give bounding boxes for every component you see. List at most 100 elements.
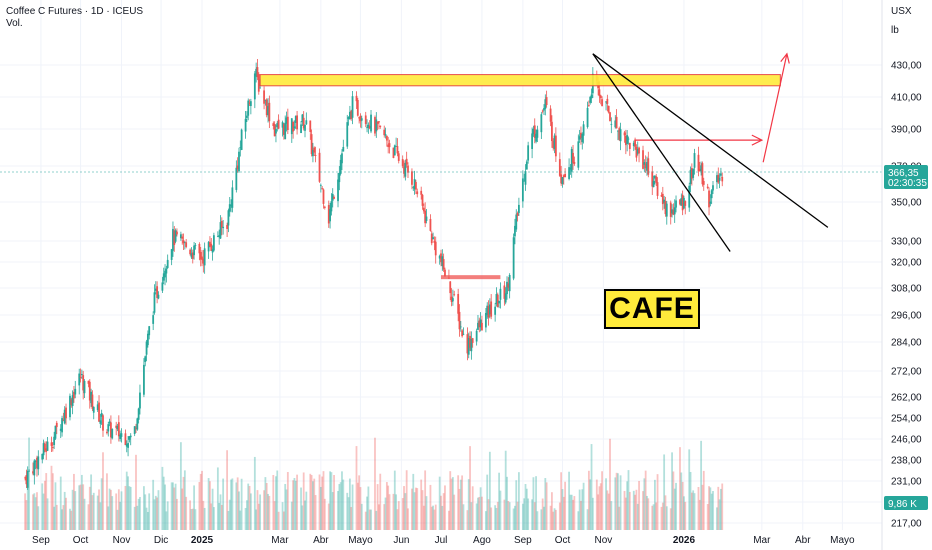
volume-bar xyxy=(201,470,203,530)
candle-body xyxy=(635,146,638,158)
volume-bar xyxy=(25,500,28,530)
candle-body xyxy=(459,326,462,328)
volume-bar xyxy=(401,498,404,530)
volume-bar xyxy=(392,493,395,530)
candle-body xyxy=(644,163,647,169)
candle-body xyxy=(331,193,334,201)
volume-bar xyxy=(395,494,398,530)
candle-body xyxy=(413,179,416,190)
volume-bar xyxy=(135,454,137,530)
candle-body xyxy=(507,283,510,288)
candle-body xyxy=(36,457,38,469)
volume-bar xyxy=(116,509,119,530)
volume-bar xyxy=(329,471,331,530)
candle-body xyxy=(42,443,45,456)
candle-body xyxy=(672,209,675,215)
candle-body xyxy=(62,419,65,421)
candle-body xyxy=(681,194,684,211)
currency-label[interactable]: USX xyxy=(891,6,912,17)
volume-bar xyxy=(545,482,548,530)
candle-body xyxy=(652,181,655,188)
candle-body xyxy=(238,151,240,172)
candle-body xyxy=(568,167,570,179)
candle-body xyxy=(107,424,110,432)
candle-body xyxy=(120,433,123,437)
candle-body xyxy=(401,159,404,167)
candle-body xyxy=(236,165,239,170)
candle-body xyxy=(636,148,639,154)
candle-body xyxy=(403,166,405,174)
volume-bar xyxy=(484,511,487,530)
candle-body xyxy=(683,197,685,209)
volume-bar xyxy=(267,493,269,530)
volume-bar xyxy=(413,492,416,530)
volume-bar xyxy=(350,507,353,530)
volume-bar xyxy=(671,452,673,530)
volume-bar xyxy=(405,470,408,530)
candle-body xyxy=(490,301,493,317)
candle-body xyxy=(457,294,460,314)
candle-body xyxy=(718,177,721,181)
volume-bar xyxy=(128,486,131,530)
candle-body xyxy=(257,74,260,92)
candle-body xyxy=(661,193,664,205)
volume-bar xyxy=(403,486,405,530)
volume-bar xyxy=(37,506,40,530)
price-tick-label: 410,00 xyxy=(891,93,922,104)
volume-bar xyxy=(359,487,362,530)
candle-body xyxy=(720,173,722,176)
candle-body xyxy=(458,311,461,330)
volume-bar xyxy=(43,480,46,530)
unit-label[interactable]: lb xyxy=(891,25,899,36)
volume-bar xyxy=(388,494,391,530)
candle-body xyxy=(358,117,361,119)
volume-bar xyxy=(360,503,363,530)
volume-bar xyxy=(348,478,351,530)
volume-bar xyxy=(100,478,103,530)
candle-body xyxy=(74,388,77,395)
volume-bar xyxy=(185,496,188,530)
volume-bar xyxy=(259,494,262,530)
last-price-value: 366,35 xyxy=(888,168,919,179)
volume-bar xyxy=(669,508,672,530)
volume-bar xyxy=(440,495,442,530)
volume-bar xyxy=(477,497,479,530)
candle-body xyxy=(309,120,312,132)
volume-bar xyxy=(466,510,469,530)
volume-bar xyxy=(265,482,268,530)
candle-body xyxy=(239,147,242,149)
volume-bar xyxy=(191,508,194,530)
volume-bar xyxy=(321,476,324,530)
candle-body xyxy=(88,381,91,401)
candle-body xyxy=(486,305,489,316)
candle-body xyxy=(359,115,362,122)
candle-body xyxy=(647,158,650,175)
candle-body xyxy=(314,155,317,156)
volume-bar xyxy=(78,485,81,530)
volume-bar xyxy=(487,499,490,530)
volume-bar xyxy=(235,482,238,530)
candle-body xyxy=(487,306,490,318)
volume-bar xyxy=(198,482,201,530)
volume-bar xyxy=(591,497,594,530)
candle-body xyxy=(523,180,526,182)
last-price-badge-bg xyxy=(884,165,928,189)
volume-bar xyxy=(656,474,659,530)
candle-body xyxy=(210,243,213,251)
candle-body xyxy=(384,134,387,136)
time-tick-label: Mar xyxy=(753,535,771,546)
volume-bar xyxy=(46,498,49,530)
candle-body xyxy=(425,216,428,221)
candle-body xyxy=(623,132,626,136)
volume-label[interactable]: Vol. xyxy=(6,18,23,29)
volume-bar xyxy=(516,501,519,530)
candle-body xyxy=(601,99,603,107)
candle-body xyxy=(281,122,284,128)
chart-title[interactable]: Coffee C Futures · 1D · ICEUS xyxy=(6,6,144,17)
candle-body xyxy=(690,168,693,179)
volume-bar xyxy=(532,477,535,530)
price-tick-label: 231,00 xyxy=(891,477,922,488)
breakout-arrow-line xyxy=(762,53,788,163)
volume-bar xyxy=(55,504,58,530)
